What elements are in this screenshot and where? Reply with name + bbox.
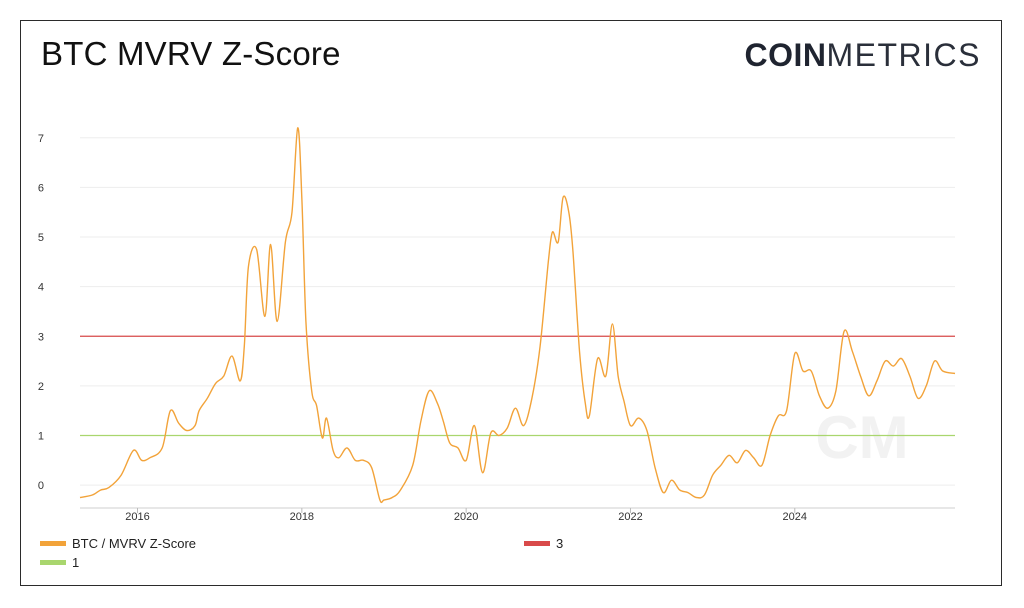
coinmetrics-logo: COINMETRICS — [745, 37, 982, 74]
y-tick-label-6: 6 — [38, 182, 44, 194]
cm-watermark: CM — [815, 404, 908, 471]
y-tick-label-3: 3 — [38, 331, 44, 343]
reference-lines — [80, 335, 955, 437]
chart-card: BTC MVRV Z-Score COINMETRICS — [20, 20, 1002, 586]
legend-swatch-one — [40, 560, 66, 565]
legend-item-mvrv[interactable]: BTC / MVRV Z-Score — [40, 536, 196, 551]
x-tick-label-4: 2024 — [783, 511, 807, 523]
y-tick-label-7: 7 — [38, 133, 44, 145]
logo-bold-text: COIN — [744, 37, 827, 73]
chart-title: BTC MVRV Z-Score — [41, 35, 341, 72]
y-tick-label-0: 0 — [38, 480, 44, 492]
x-tick-label-0: 2016 — [125, 511, 149, 523]
legend-swatch-three — [524, 541, 550, 546]
y-tick-labels: 0 1 2 3 4 5 6 7 — [38, 133, 44, 492]
series-line-mvrv — [79, 127, 956, 504]
y-tick-label-5: 5 — [38, 232, 44, 244]
y-tick-label-2: 2 — [38, 381, 44, 393]
legend-label-mvrv: BTC / MVRV Z-Score — [72, 536, 197, 551]
x-tick-label-1: 2018 — [290, 511, 314, 523]
y-tick-label-1: 1 — [38, 431, 44, 443]
legend-swatch-mvrv — [40, 541, 66, 546]
series-lines — [79, 127, 956, 504]
y-tick-label-4: 4 — [38, 282, 44, 294]
legend-label-one: 1 — [72, 555, 80, 570]
logo-light-text: METRICS — [826, 37, 981, 73]
x-tick-label-2: 2020 — [454, 511, 478, 523]
legend-label-three: 3 — [556, 536, 564, 551]
x-tick-labels: 2016 2018 2020 2022 2024 — [125, 508, 807, 523]
legend-item-one[interactable]: 1 — [40, 555, 79, 570]
legend-item-three[interactable]: 3 — [524, 536, 563, 551]
x-tick-label-3: 2022 — [618, 511, 642, 523]
